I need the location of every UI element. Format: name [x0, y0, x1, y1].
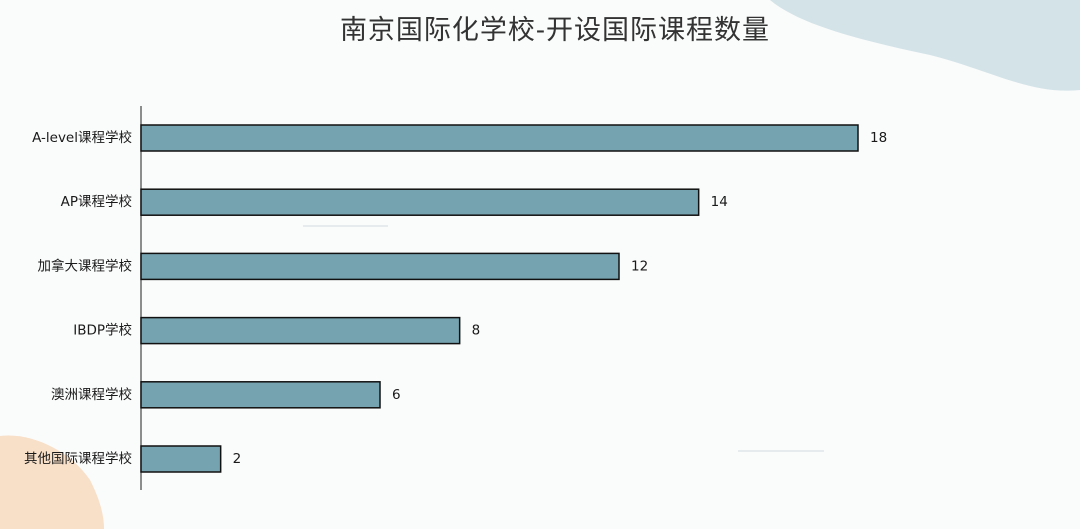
value-label: 18	[870, 130, 887, 146]
bars-group: A-level课程学校 18 AP课程学校 14 加拿大课程学校 12 IBDP学校 8 澳洲课…	[24, 124, 887, 473]
bar	[140, 252, 620, 281]
value-label: 12	[631, 258, 648, 274]
bar	[140, 445, 222, 473]
category-label: 澳洲课程学校	[51, 386, 132, 403]
chart-title: 南京国际化学校-开设国际课程数量	[339, 15, 771, 46]
top-right-blob	[770, 0, 1080, 91]
bar	[140, 188, 700, 216]
bottom-left-blob	[0, 435, 104, 529]
value-label: 14	[711, 194, 728, 210]
value-label: 8	[472, 323, 481, 339]
category-label: AP课程学校	[61, 193, 133, 210]
bar	[140, 381, 381, 409]
value-label: 2	[233, 451, 242, 467]
bar	[140, 316, 461, 345]
category-label: A-level课程学校	[32, 129, 132, 146]
category-label: 加拿大课程学校	[38, 257, 133, 274]
value-label: 6	[392, 387, 401, 403]
category-label: IBDP学校	[73, 322, 132, 339]
category-label: 其他国际课程学校	[24, 450, 132, 467]
bar	[140, 124, 859, 152]
